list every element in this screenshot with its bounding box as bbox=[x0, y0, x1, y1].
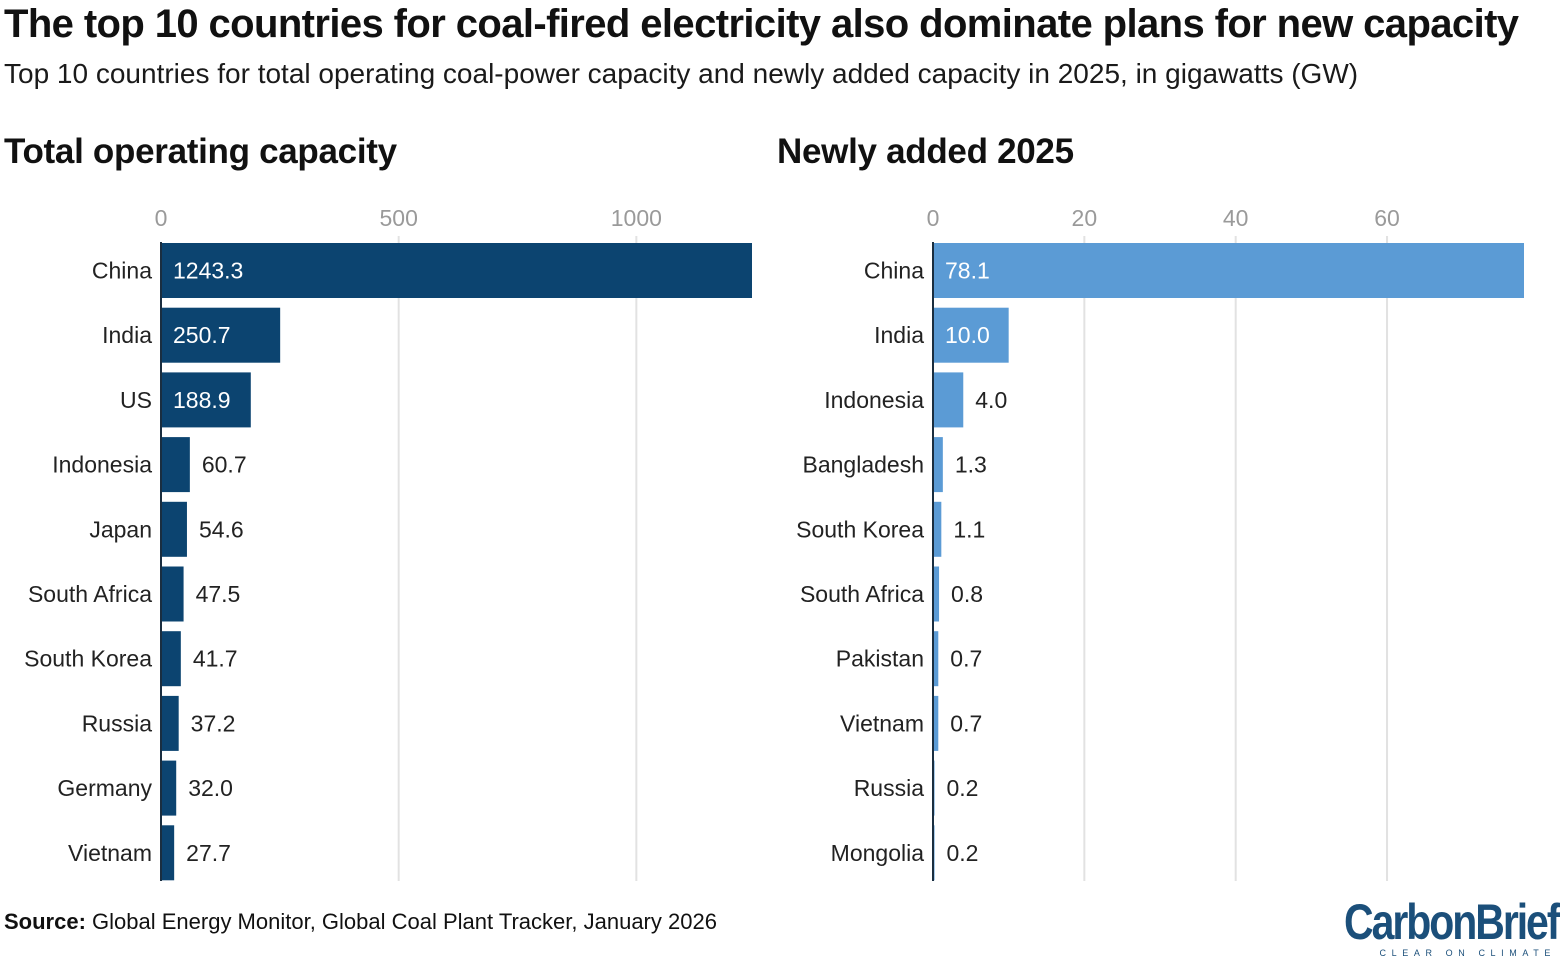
x-tick-label: 20 bbox=[1072, 205, 1098, 231]
value-label: 1243.3 bbox=[173, 258, 243, 284]
category-label: China bbox=[92, 258, 152, 284]
category-label: Pakistan bbox=[836, 646, 924, 672]
category-label: Germany bbox=[57, 775, 152, 801]
source-label: Source: bbox=[4, 909, 86, 934]
value-label: 188.9 bbox=[173, 387, 231, 413]
category-label: South Africa bbox=[800, 581, 924, 607]
category-label: South Africa bbox=[28, 581, 152, 607]
value-label: 10.0 bbox=[945, 322, 990, 348]
total-capacity-chart: 0 500 1000 China 1243.3 India 250.7 US 188.9 Indo… bbox=[24, 205, 752, 881]
category-label: China bbox=[864, 258, 924, 284]
category-label: South Korea bbox=[796, 516, 924, 542]
x-tick-label: 40 bbox=[1223, 205, 1249, 231]
chart-title: The top 10 countries for coal-fired elec… bbox=[4, 2, 1519, 46]
category-label: India bbox=[102, 322, 152, 348]
category-label: US bbox=[120, 387, 152, 413]
value-label: 32.0 bbox=[188, 775, 233, 801]
category-label: Bangladesh bbox=[803, 452, 925, 478]
bar bbox=[161, 501, 187, 557]
value-label: 60.7 bbox=[202, 452, 247, 478]
category-label: Mongolia bbox=[831, 840, 925, 866]
value-label: 4.0 bbox=[975, 387, 1007, 413]
value-label: 47.5 bbox=[196, 581, 241, 607]
logo-wordmark: CarbonBrief bbox=[1343, 894, 1560, 950]
bar bbox=[161, 307, 281, 363]
category-label: Russia bbox=[82, 710, 153, 736]
value-label: 1.1 bbox=[953, 516, 985, 542]
value-label: 37.2 bbox=[191, 710, 236, 736]
value-label: 0.7 bbox=[950, 710, 982, 736]
bar bbox=[933, 372, 964, 428]
category-label: India bbox=[874, 322, 924, 348]
value-label: 1.3 bbox=[955, 452, 987, 478]
bar bbox=[161, 243, 752, 298]
right-panel-title: Newly added 2025 bbox=[777, 132, 1074, 171]
source-note: Source: Global Energy Monitor, Global Co… bbox=[4, 909, 717, 935]
bar bbox=[933, 631, 939, 687]
bar bbox=[161, 372, 251, 428]
newly-added-chart: 0 20 40 60 China 78.1 India 10.0 Indonesia 4.0 Ban… bbox=[796, 205, 1524, 881]
x-tick-label: 60 bbox=[1374, 205, 1400, 231]
value-label: 0.7 bbox=[950, 646, 982, 672]
x-tick-label: 1000 bbox=[611, 205, 662, 231]
category-label: South Korea bbox=[24, 646, 152, 672]
bar bbox=[933, 307, 1009, 363]
category-label: Russia bbox=[854, 775, 925, 801]
value-label: 27.7 bbox=[186, 840, 231, 866]
logo-tagline: CLEAR ON CLIMATE bbox=[1379, 948, 1556, 958]
bar bbox=[161, 760, 177, 816]
value-label: 0.2 bbox=[947, 775, 979, 801]
bar bbox=[161, 695, 179, 751]
bar bbox=[933, 695, 939, 751]
value-label: 250.7 bbox=[173, 322, 231, 348]
bar bbox=[933, 566, 940, 622]
x-tick-label: 500 bbox=[379, 205, 417, 231]
category-label: Vietnam bbox=[840, 710, 924, 736]
category-label: Vietnam bbox=[68, 840, 152, 866]
bar bbox=[161, 566, 184, 622]
category-label: Indonesia bbox=[52, 452, 152, 478]
x-tick-label: 0 bbox=[927, 205, 940, 231]
value-label: 0.2 bbox=[947, 840, 979, 866]
x-tick-label: 0 bbox=[155, 205, 168, 231]
category-label: Japan bbox=[89, 516, 152, 542]
value-label: 78.1 bbox=[945, 258, 990, 284]
bar bbox=[933, 501, 942, 557]
value-label: 0.8 bbox=[951, 581, 983, 607]
carbonbrief-logo: CarbonBrief CLEAR ON CLIMATE bbox=[1336, 894, 1560, 960]
bar bbox=[161, 825, 175, 881]
category-label: Indonesia bbox=[824, 387, 924, 413]
bar bbox=[933, 437, 943, 493]
value-label: 54.6 bbox=[199, 516, 244, 542]
source-text: Global Energy Monitor, Global Coal Plant… bbox=[85, 909, 717, 934]
chart-subtitle: Top 10 countries for total operating coa… bbox=[4, 58, 1359, 89]
value-label: 41.7 bbox=[193, 646, 238, 672]
left-panel-title: Total operating capacity bbox=[4, 132, 397, 171]
bar bbox=[933, 243, 1524, 298]
bar bbox=[161, 631, 181, 687]
bar bbox=[161, 437, 190, 493]
